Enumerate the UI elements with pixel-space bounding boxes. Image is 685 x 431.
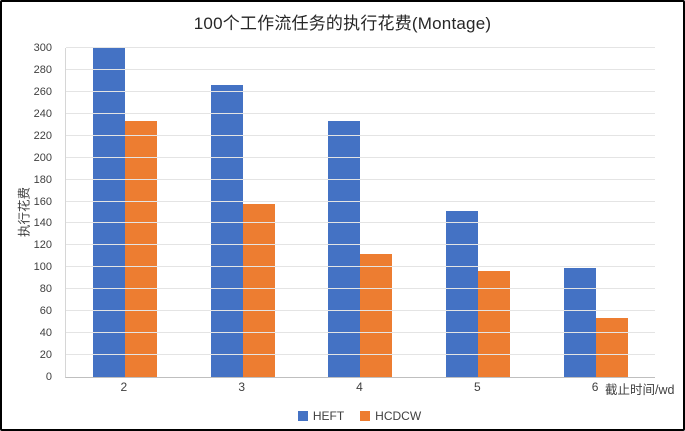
- legend-item-hcdcw: HCDCW: [360, 409, 421, 423]
- y-tick-label: 120: [33, 239, 52, 252]
- bar-group-2: [66, 48, 184, 377]
- y-tick-label: 260: [33, 85, 52, 98]
- legend-label: HCDCW: [375, 409, 422, 423]
- legend-swatch-icon: [297, 411, 308, 421]
- y-tick-label: 140: [33, 217, 52, 230]
- bar-hcdcw-5: [478, 270, 511, 377]
- bar-hcdcw-2: [124, 121, 157, 377]
- bar-heft-2: [92, 48, 125, 377]
- gridline: [66, 244, 655, 246]
- y-tick-label: 80: [39, 283, 52, 296]
- gridline: [66, 222, 655, 224]
- x-tick-label: 6: [591, 380, 599, 394]
- gridline: [66, 332, 655, 334]
- chart-title: 100个工作流任务的执行花费(Montage): [193, 14, 492, 33]
- bar-heft-6: [564, 268, 597, 377]
- legend: HEFT HCDCW: [65, 409, 654, 423]
- gridline: [66, 288, 655, 290]
- x-tick-label: 2: [120, 380, 128, 394]
- gridline: [66, 310, 655, 312]
- y-tick-label: 280: [33, 63, 52, 76]
- y-axis-ticks: 0 20 40 60 80 100 120 140 160 180 200 220 240 260 280 3…: [2, 42, 59, 383]
- bar-heft-5: [446, 211, 479, 377]
- bar-group-6: [537, 48, 655, 377]
- gridline: [66, 200, 655, 202]
- gridline: [66, 354, 655, 356]
- bar-hcdcw-3: [242, 203, 275, 377]
- gridline: [66, 47, 655, 48]
- y-tick-label: 100: [33, 261, 52, 274]
- bar-groups: [66, 48, 655, 377]
- y-tick-label: 160: [33, 195, 52, 208]
- x-axis-title: 截止时间/wd: [605, 383, 675, 397]
- y-tick-label: 220: [33, 129, 52, 142]
- x-tick-label: 3: [238, 380, 246, 394]
- bar-group-3: [184, 48, 302, 377]
- bar-hcdcw-6: [596, 317, 629, 377]
- y-tick-label: 20: [39, 349, 52, 362]
- y-tick-label: 200: [33, 151, 52, 164]
- y-tick-label: 300: [33, 42, 52, 54]
- bar-heft-4: [328, 121, 361, 377]
- bar-group-4: [302, 48, 420, 377]
- gridline: [66, 156, 655, 158]
- gridline: [66, 112, 655, 114]
- y-tick-label: 240: [33, 107, 52, 120]
- x-axis-ticks: 2 3 4 5 6: [65, 380, 654, 394]
- bar-heft-3: [210, 85, 243, 377]
- legend-swatch-icon: [360, 411, 371, 421]
- y-tick-label: 60: [39, 305, 52, 318]
- gridline: [66, 90, 655, 92]
- y-tick-label: 0: [45, 371, 52, 383]
- plot-area: [65, 47, 655, 378]
- y-tick-label: 40: [39, 327, 52, 340]
- gridline: [66, 266, 655, 268]
- x-tick-label: 5: [473, 380, 481, 394]
- bar-hcdcw-4: [360, 254, 393, 377]
- bar-group-5: [419, 48, 537, 377]
- x-tick-label: 4: [356, 380, 363, 394]
- legend-item-heft: HEFT: [297, 409, 345, 423]
- y-tick-label: 180: [33, 173, 52, 186]
- gridline: [66, 68, 655, 70]
- gridline: [66, 178, 655, 180]
- gridline: [66, 134, 655, 136]
- legend-label: HEFT: [312, 409, 345, 423]
